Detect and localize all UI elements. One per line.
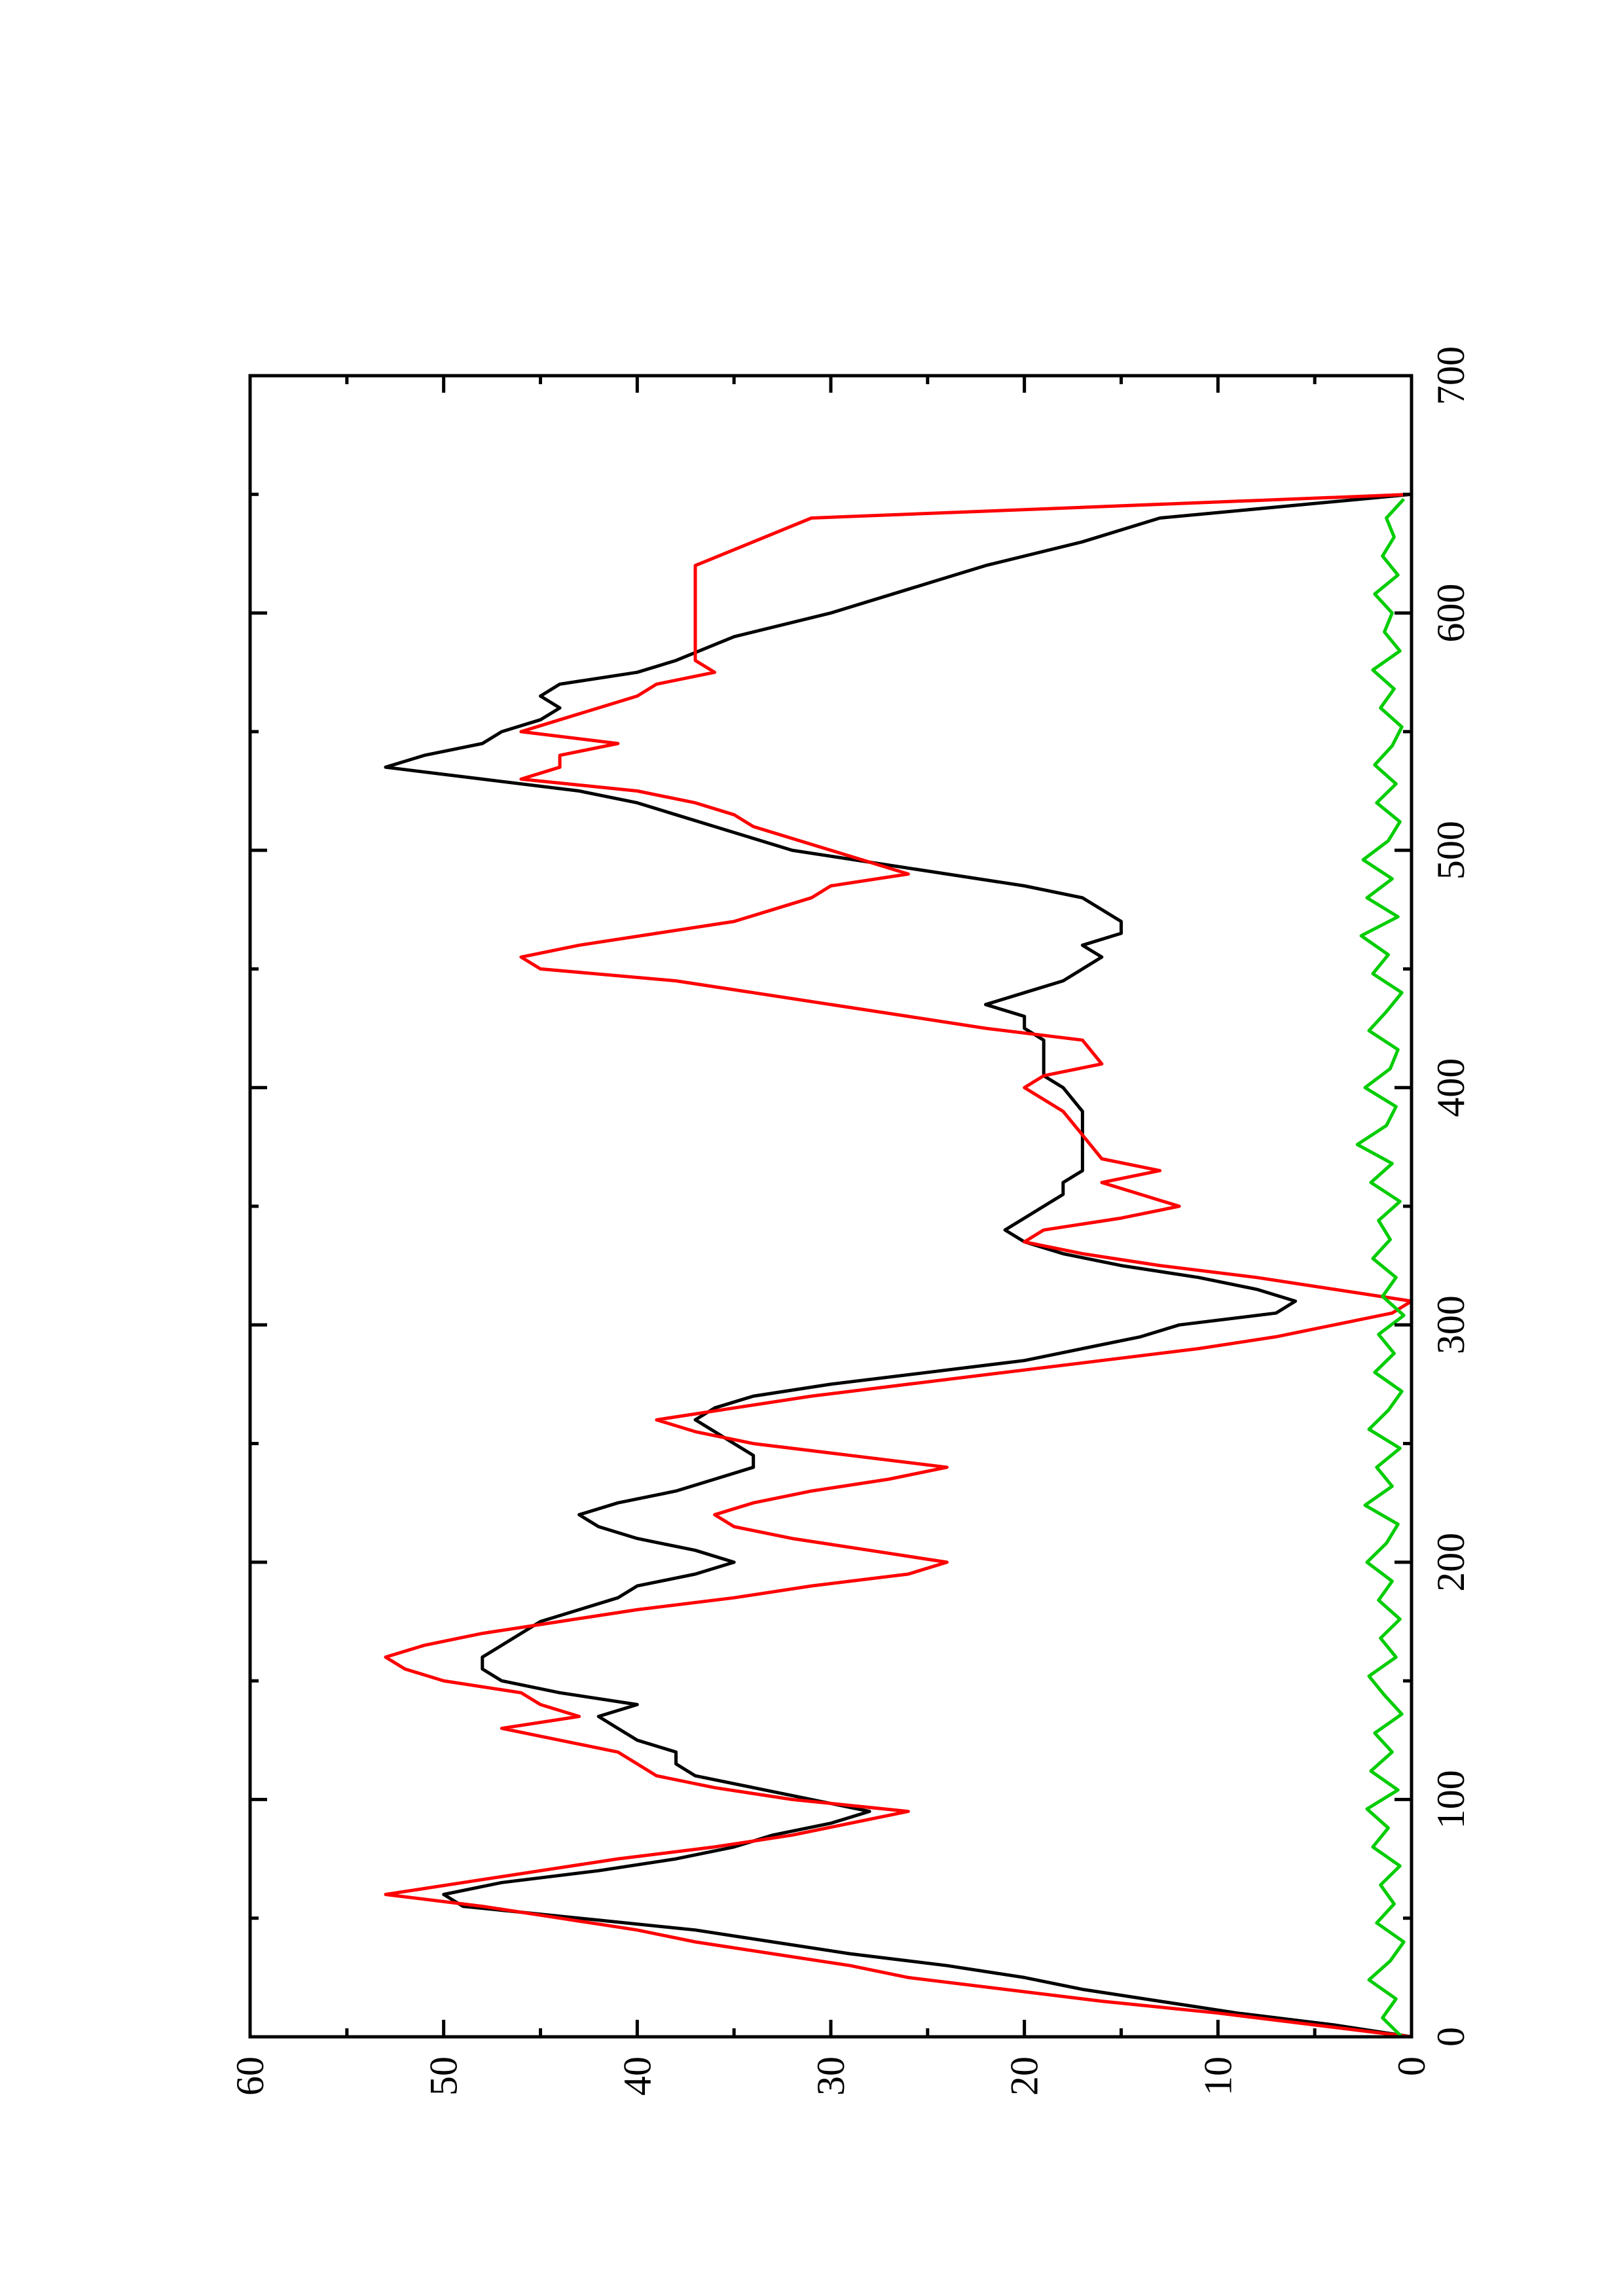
y-tick-label: 30 bbox=[809, 2056, 852, 2096]
x-tick-label: 100 bbox=[1429, 1770, 1472, 1829]
y-tick-label: 0 bbox=[1390, 2056, 1433, 2076]
series-line-2 bbox=[384, 492, 1413, 2039]
y-tick-label: 60 bbox=[228, 2056, 272, 2096]
x-tick-label: 700 bbox=[1429, 346, 1472, 405]
label-layer: 0 100 200 300 400 500 600 700 0 10 20 30 40 50 60 bbox=[228, 346, 1472, 2096]
x-tick-label: 600 bbox=[1429, 584, 1472, 643]
y-tick-label: 20 bbox=[1003, 2056, 1046, 2096]
series-layer bbox=[384, 492, 1413, 2039]
y-tick-label: 10 bbox=[1196, 2056, 1239, 2096]
x-tick-label: 400 bbox=[1429, 1058, 1472, 1117]
x-tick-label: 200 bbox=[1429, 1533, 1472, 1592]
series-line-3 bbox=[1355, 497, 1406, 2038]
x-tick-label: 0 bbox=[1429, 2027, 1472, 2047]
y-tick-label: 40 bbox=[615, 2056, 659, 2096]
x-tick-label: 500 bbox=[1429, 821, 1472, 880]
x-tick-label: 300 bbox=[1429, 1295, 1472, 1354]
y-tick-label: 50 bbox=[422, 2056, 465, 2096]
plot-frame bbox=[248, 374, 1413, 2039]
